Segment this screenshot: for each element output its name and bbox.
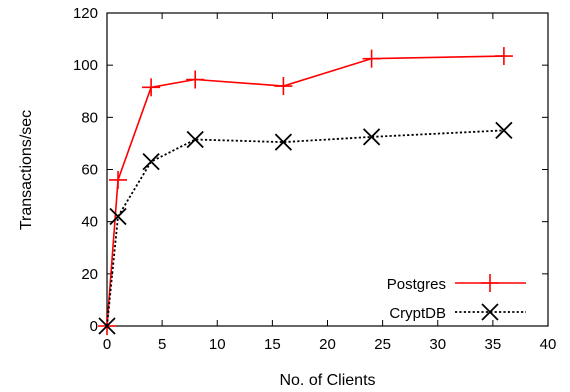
x-tick-label: 25 [374, 336, 391, 353]
series-layer [98, 47, 513, 335]
x-axis: 0 5 10 15 20 25 30 35 40 [103, 13, 557, 353]
data-point-postgres [274, 77, 293, 96]
data-point-cryptdb [142, 153, 160, 171]
data-point-cryptdb [109, 207, 127, 226]
x-tick-label: 10 [209, 336, 226, 353]
x-tick-label: 40 [540, 336, 557, 353]
y-tick-label: 80 [81, 109, 98, 126]
x-tick-label: 35 [485, 336, 502, 353]
y-tick-label: 0 [90, 318, 98, 335]
legend-marker-postgres [481, 274, 499, 292]
x-tick-label: 15 [264, 336, 281, 353]
series-line-cryptdb [106, 129, 504, 327]
data-point-postgres [142, 78, 161, 97]
data-point-postgres [186, 70, 205, 89]
y-tick-label: 120 [73, 5, 98, 22]
x-tick-label: 20 [319, 336, 336, 353]
y-tick-label: 60 [81, 162, 98, 179]
x-tick-label: 0 [103, 336, 111, 353]
x-tick-label: 30 [429, 336, 446, 353]
data-point-cryptdb [274, 133, 293, 151]
data-point-cryptdb [362, 128, 381, 146]
plot-area [106, 12, 549, 327]
y-tick-label: 100 [73, 57, 98, 74]
x-tick-label: 5 [158, 336, 166, 353]
y-tick-label: 20 [81, 266, 98, 283]
plot-frame [106, 12, 549, 327]
y-axis: 0 20 40 60 80 100 120 [73, 5, 548, 335]
data-point-postgres [109, 170, 128, 189]
data-point-postgres [362, 49, 381, 68]
y-axis-label: Transactions/sec [18, 110, 35, 230]
x-axis-label: No. of Clients [279, 372, 375, 389]
data-point-postgres [494, 47, 513, 66]
data-point-cryptdb [98, 317, 116, 335]
legend: Postgres CryptDB [387, 274, 526, 322]
y-tick-label: 40 [81, 214, 98, 231]
data-point-cryptdb [495, 121, 513, 140]
legend-marker-cryptdb [481, 303, 499, 321]
legend-label-cryptdb: CryptDB [389, 305, 446, 322]
data-point-cryptdb [186, 130, 204, 149]
legend-label-postgres: Postgres [387, 276, 446, 293]
